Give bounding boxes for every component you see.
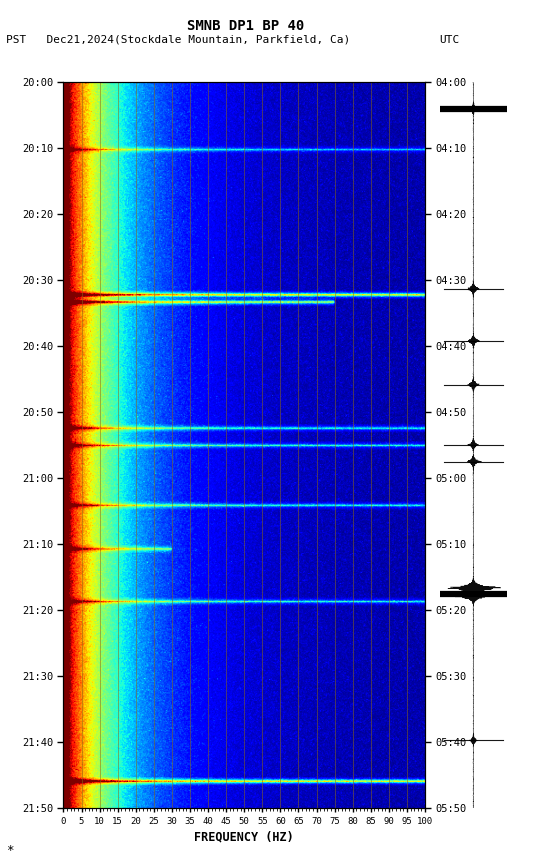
X-axis label: FREQUENCY (HZ): FREQUENCY (HZ) [194, 830, 294, 843]
Text: *: * [6, 843, 13, 856]
Text: UTC: UTC [439, 35, 459, 45]
Text: PST   Dec21,2024(Stockdale Mountain, Parkfield, Ca): PST Dec21,2024(Stockdale Mountain, Parkf… [6, 35, 350, 45]
Text: SMNB DP1 BP 40: SMNB DP1 BP 40 [187, 19, 304, 33]
